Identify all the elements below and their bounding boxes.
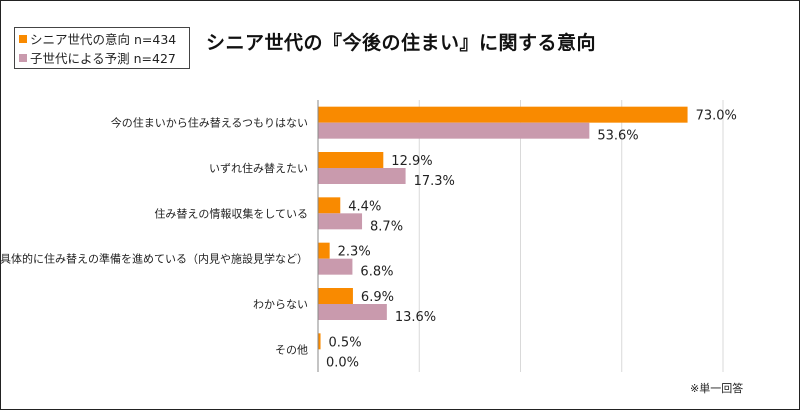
data-label: 6.9%: [361, 290, 394, 305]
data-label: 6.8%: [360, 265, 393, 280]
bar: [318, 168, 406, 184]
legend-item-children: 子世代による予測 n=427: [15, 48, 189, 67]
bar: [318, 152, 384, 168]
legend-item-senior: シニア世代の意向 n=434: [15, 29, 189, 48]
bar: [318, 288, 353, 304]
data-label: 73.0%: [696, 109, 737, 124]
bar: [318, 258, 353, 275]
bar: [318, 213, 363, 230]
category-label: 住み替えの情報収集をしている: [154, 206, 308, 220]
category-label: 今の住まいから住み替えるつもりはない: [111, 116, 308, 130]
bar: [318, 106, 688, 123]
legend-swatch-senior: [19, 34, 27, 43]
data-label: 8.7%: [370, 219, 403, 234]
legend: シニア世代の意向 n=434 子世代による予測 n=427: [14, 27, 190, 69]
bar: [318, 197, 341, 214]
data-label: 13.6%: [395, 310, 436, 325]
data-label: 4.4%: [348, 199, 381, 214]
legend-label-senior: シニア世代の意向 n=434: [30, 32, 177, 47]
bar: [318, 333, 321, 350]
footnote: ※単一回答: [690, 382, 744, 395]
bar: [318, 122, 590, 139]
data-label: 12.9%: [391, 154, 432, 169]
legend-swatch-children: [19, 53, 27, 62]
data-label: 0.0%: [326, 355, 359, 370]
category-label: わからない: [253, 298, 308, 311]
bar: [318, 242, 330, 259]
data-label: 2.3%: [338, 245, 371, 260]
category-label: 具体的に住み替えの準備を進めている（内見や施設見学など）: [0, 252, 308, 266]
data-label: 17.3%: [414, 174, 455, 189]
data-label: 0.5%: [329, 335, 362, 350]
chart-title: シニア世代の『今後の住まい』に関する意向: [206, 32, 597, 54]
bar: [318, 304, 387, 320]
category-label: その他: [275, 343, 308, 356]
category-label: いずれ住み替えたい: [209, 161, 308, 175]
data-label: 53.6%: [597, 129, 638, 144]
legend-label-children: 子世代による予測 n=427: [30, 51, 176, 66]
